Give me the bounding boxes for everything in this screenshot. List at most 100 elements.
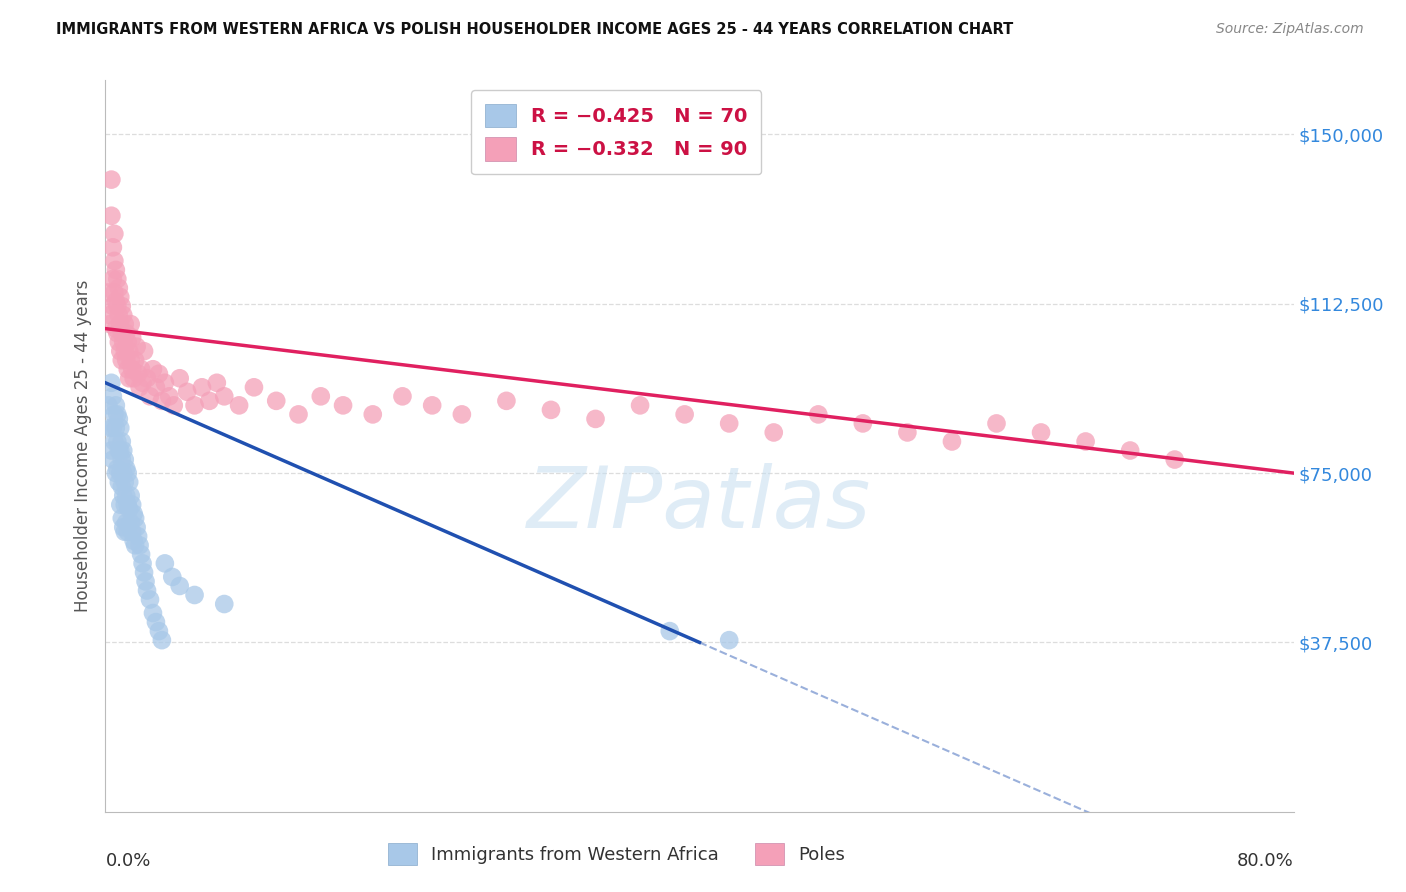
Point [121,524,143,539]
Point [228,398,250,412]
Point [105,272,128,286]
Point [98,308,121,322]
Point [112,308,135,322]
Point [129,547,152,561]
Point [124,538,146,552]
Point [118,344,141,359]
Point [103,285,125,300]
Point [148,624,170,639]
Point [214,597,236,611]
Point [104,398,127,412]
Point [114,498,136,512]
Point [131,376,153,390]
Point [120,516,142,530]
Point [98,317,121,331]
Point [110,443,132,458]
Point [111,480,134,494]
Point [110,344,132,359]
Point [1074,434,1097,449]
Point [104,294,127,309]
Point [115,326,138,340]
Point [110,421,132,435]
Point [115,516,138,530]
Point [941,434,963,449]
Point [162,570,184,584]
Point [214,389,236,403]
Point [117,466,139,480]
Point [122,533,145,548]
Point [121,362,143,376]
Point [101,452,124,467]
Point [142,606,165,620]
Point [111,299,134,313]
Point [104,421,127,435]
Point [129,362,152,376]
Point [150,393,173,408]
Point [100,172,122,186]
Point [145,615,167,629]
Point [585,412,607,426]
Point [108,443,131,458]
Point [718,633,741,648]
Point [450,408,472,422]
Point [673,408,696,422]
Point [132,344,155,359]
Point [287,408,309,422]
Point [117,335,139,350]
Point [122,371,145,385]
Point [495,393,517,408]
Point [176,384,198,399]
Point [198,393,221,408]
Point [112,335,135,350]
Point [986,417,1008,431]
Point [183,588,205,602]
Point [97,398,120,412]
Point [118,475,141,489]
Point [111,511,134,525]
Text: 0.0%: 0.0% [105,852,150,870]
Point [108,308,131,322]
Point [112,520,135,534]
Point [114,452,136,467]
Point [115,353,138,368]
Point [127,367,149,381]
Point [361,408,384,422]
Point [125,520,148,534]
Point [108,475,131,489]
Point [101,299,124,313]
Point [103,408,125,422]
Text: IMMIGRANTS FROM WESTERN AFRICA VS POLISH HOUSEHOLDER INCOME AGES 25 - 44 YEARS C: IMMIGRANTS FROM WESTERN AFRICA VS POLISH… [56,22,1014,37]
Point [112,443,135,458]
Point [118,502,141,516]
Point [124,511,146,525]
Point [110,317,132,331]
Point [128,380,150,394]
Point [163,398,186,412]
Point [169,371,191,385]
Point [420,398,443,412]
Point [118,371,141,385]
Point [139,389,162,403]
Point [104,321,127,335]
Point [128,538,150,552]
Point [111,353,134,368]
Point [896,425,918,440]
Point [309,389,332,403]
Point [114,317,136,331]
Point [97,285,120,300]
Text: Source: ZipAtlas.com: Source: ZipAtlas.com [1216,22,1364,37]
Point [807,408,830,422]
Point [114,344,136,359]
Point [132,566,155,580]
Point [191,380,214,394]
Point [136,371,159,385]
Point [100,376,122,390]
Point [105,326,128,340]
Point [120,489,142,503]
Text: ZIPatlas: ZIPatlas [527,463,872,546]
Point [100,443,122,458]
Point [103,227,125,241]
Point [103,253,125,268]
Point [117,498,139,512]
Text: 80.0%: 80.0% [1237,852,1294,870]
